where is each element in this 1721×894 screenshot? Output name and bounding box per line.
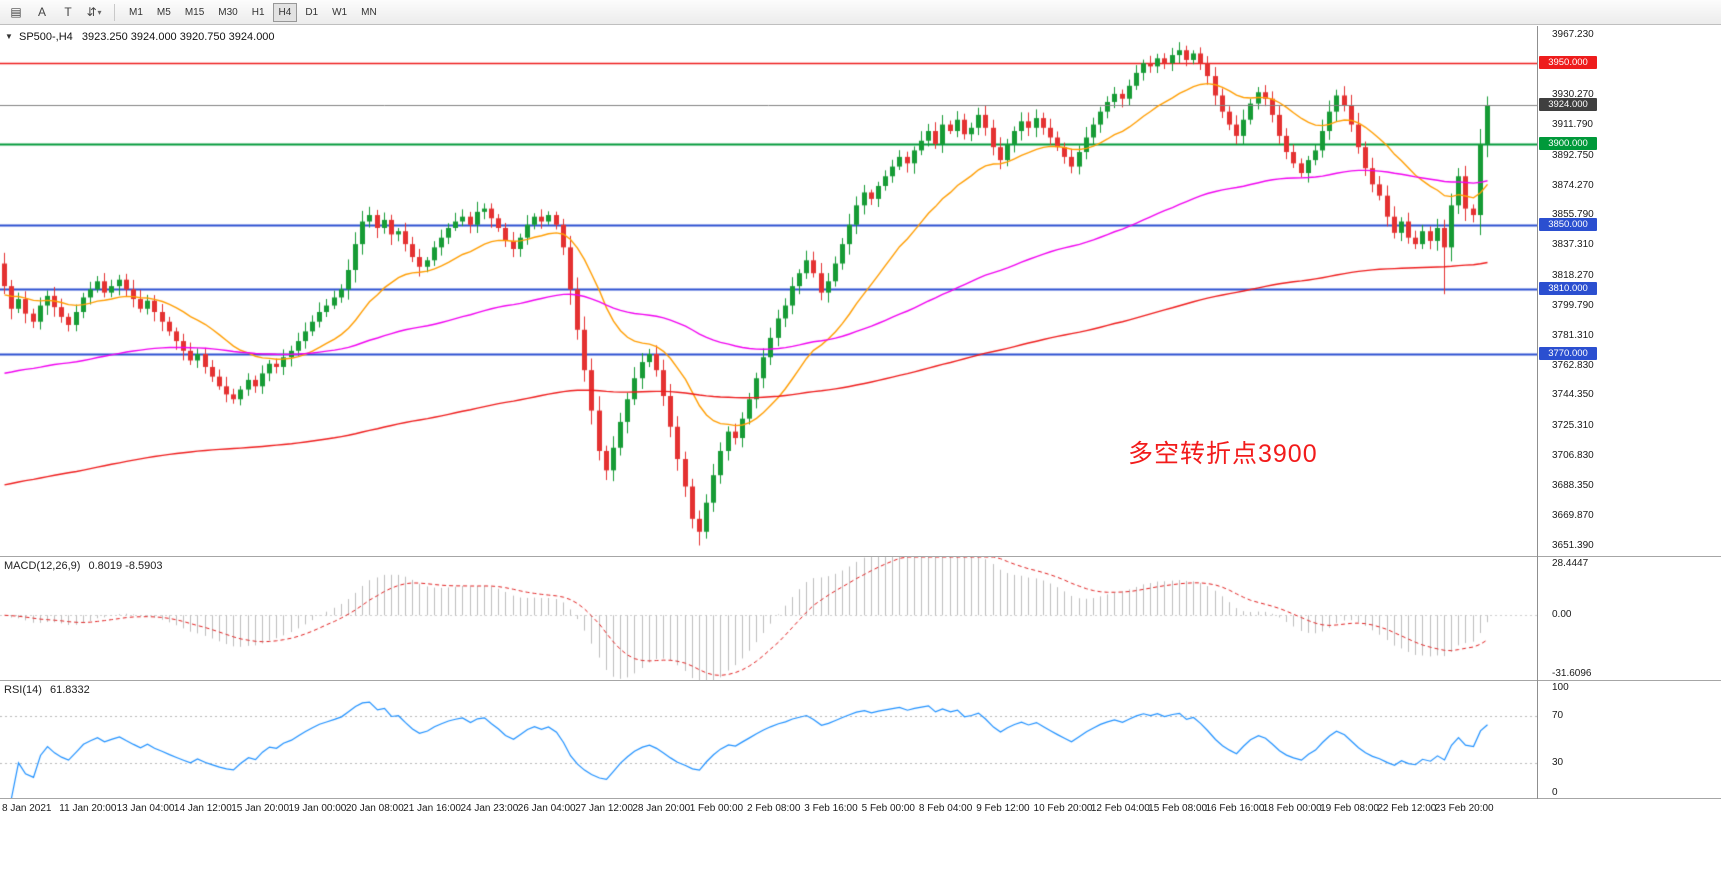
time-axis-label: 15 Jan 20:00: [231, 803, 290, 814]
time-axis-label: 3 Feb 16:00: [804, 803, 858, 814]
time-axis-label: 22 Feb 12:00: [1377, 803, 1437, 814]
macd-panel: MACD(12,26,9) 0.8019 -8.5903: [0, 557, 1721, 681]
toolbar: ▤ A T ⇵ ▾ M1 M5 M15 M30 H1 H4 D1 W1 MN: [0, 0, 1721, 25]
time-axis-label: 14 Jan 12:00: [173, 803, 232, 814]
chevron-down-icon: ▾: [97, 7, 102, 17]
time-axis-label: 11 Jan 20:00: [59, 803, 117, 814]
chart-window-glyph: ▤: [10, 5, 22, 19]
chart-type-glyph: ⇵: [86, 5, 97, 19]
time-axis-label: 19 Jan 00:00: [288, 803, 347, 814]
time-axis-label: 2 Feb 08:00: [747, 803, 801, 814]
timeframe-button-w1[interactable]: W1: [326, 3, 353, 22]
time-axis-label: 21 Jan 16:00: [403, 803, 461, 814]
time-axis-label: 28 Jan 20:00: [632, 803, 691, 814]
time-axis-label: 8 Feb 04:00: [918, 803, 973, 814]
chart-type-icon[interactable]: ⇵ ▾: [82, 2, 106, 22]
time-axis-label: 10 Feb 20:00: [1033, 803, 1093, 814]
time-axis-label: 8 Jan 2021: [2, 803, 52, 814]
text-tool-icon[interactable]: T: [56, 2, 80, 22]
macd-values: 0.8019 -8.5903: [88, 560, 163, 572]
time-axis-label: 19 Feb 08:00: [1320, 803, 1379, 814]
time-axis: 8 Jan 2021 11 Jan 20:00 13 Jan 04:00 14 Jan…: [0, 799, 1721, 819]
price-chart-canvas[interactable]: [0, 26, 1537, 556]
chart-annotation-text: 多空转折点3900: [1128, 440, 1318, 468]
timeframe-button-mn[interactable]: MN: [355, 3, 383, 22]
macd-canvas[interactable]: [0, 557, 1537, 680]
time-axis-label: 26 Jan 04:00: [517, 803, 576, 814]
timeframe-button-d1[interactable]: D1: [299, 3, 324, 22]
time-axis-label: 9 Feb 12:00: [976, 803, 1030, 814]
chart-window-icon[interactable]: ▤: [4, 2, 28, 22]
timeframe-button-m1[interactable]: M1: [123, 3, 149, 22]
time-axis-label: 13 Jan 04:00: [116, 803, 175, 814]
cursor-tool-icon[interactable]: A: [30, 2, 54, 22]
time-axis-label: 20 Jan 08:00: [345, 803, 404, 814]
rsi-name: RSI(14): [4, 684, 42, 696]
timeframe-button-h4[interactable]: H4: [272, 2, 298, 22]
time-axis-label: 18 Feb 00:00: [1262, 803, 1322, 814]
time-axis-label: 27 Jan 12:00: [575, 803, 633, 814]
ohlc-readout: 3923.250 3924.000 3920.750 3924.000: [81, 31, 275, 43]
time-axis-label: 23 Feb 20:00: [1434, 803, 1494, 814]
rsi-panel: RSI(14) 61.8332: [0, 681, 1721, 799]
time-axis-label: 16 Feb 16:00: [1205, 803, 1265, 814]
time-axis-label: 1 Feb 00:00: [689, 803, 744, 814]
timeframe-button-m5[interactable]: M5: [151, 3, 177, 22]
rsi-values: 61.8332: [49, 684, 90, 696]
cursor-tool-glyph: A: [37, 5, 46, 19]
timeframe-button-h1[interactable]: H1: [246, 3, 271, 22]
time-axis-label: 24 Jan 23:00: [460, 803, 519, 814]
price-chart-panel: ▼ SP500-,H4 3923.250 3924.000 3920.750 3…: [0, 26, 1721, 557]
macd-name: MACD(12,26,9): [4, 560, 81, 572]
timeframe-button-m30[interactable]: M30: [212, 3, 243, 22]
timeframe-button-m15[interactable]: M15: [179, 3, 210, 22]
text-tool-glyph: T: [64, 5, 72, 19]
macd-label: MACD(12,26,9) 0.8019 -8.5903: [4, 560, 163, 572]
chart-title: ▼ SP500-,H4 3923.250 3924.000 3920.750 3…: [5, 31, 275, 43]
time-axis-label: 15 Feb 08:00: [1148, 803, 1208, 814]
toolbar-separator: [114, 3, 115, 21]
price-axis-line: [1537, 26, 1538, 799]
rsi-label: RSI(14) 61.8332: [4, 684, 90, 696]
time-axis-label: 12 Feb 04:00: [1090, 803, 1150, 814]
symbol-dropdown-icon[interactable]: ▼: [5, 32, 13, 41]
timeframe-button-group: M1 M5 M15 M30 H1 H4 D1 W1 MN: [122, 2, 384, 22]
time-axis-label: 5 Feb 00:00: [861, 803, 915, 814]
rsi-canvas[interactable]: [0, 681, 1537, 798]
symbol-timeframe-label: SP500-,H4: [18, 31, 73, 43]
